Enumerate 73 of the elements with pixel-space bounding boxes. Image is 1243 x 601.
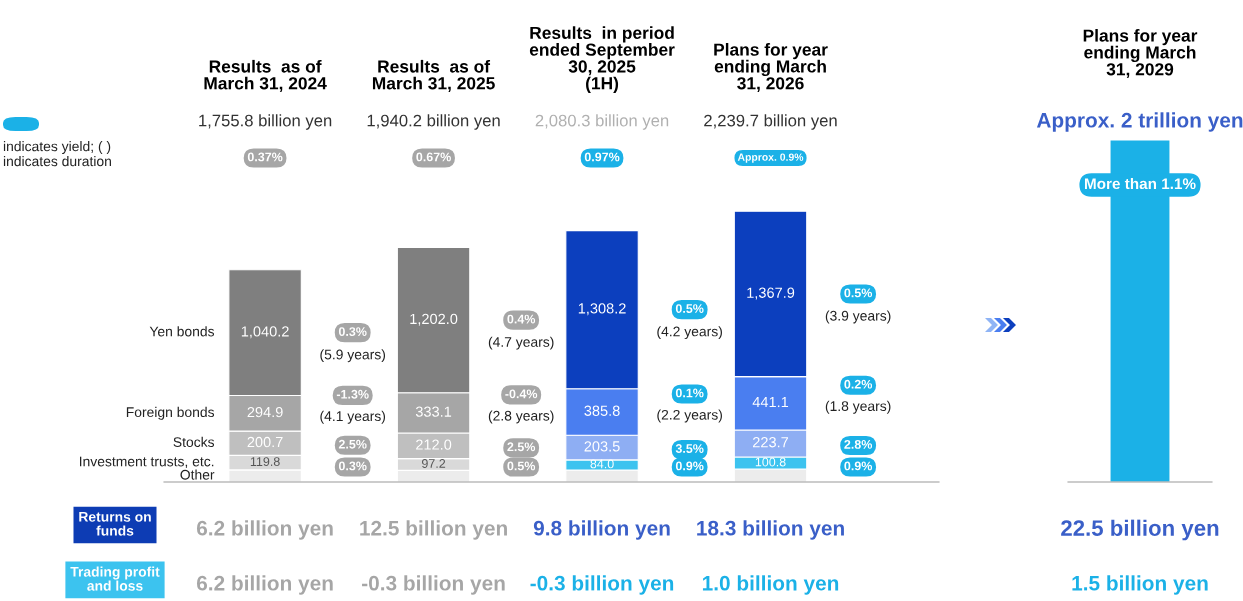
annotation: 2.5%	[507, 442, 536, 452]
annotation: 2.5%	[338, 439, 367, 449]
text: 6.2 billion yen	[196, 520, 333, 540]
annotation: 3.5%	[675, 444, 704, 453]
text: Returns on funds	[79, 512, 151, 536]
data-label: 97.2	[421, 459, 446, 468]
data-label: 203.5	[584, 441, 620, 452]
text: 1,755.8 billion yen	[199, 114, 332, 130]
series-label: Stocks	[173, 436, 215, 448]
text: indicates yield; ( ) indicates duration	[3, 141, 111, 167]
data-label: 441.1	[752, 397, 789, 408]
annotation: 0.3%	[338, 327, 367, 337]
annotation: -0.4%	[505, 389, 538, 399]
data-label: 294.9	[247, 406, 283, 418]
series-label: Investment trusts, etc.	[79, 456, 214, 469]
series-label: Yen bonds	[149, 326, 215, 337]
x-tick-label: Plans for year ending March 31, 2026	[714, 43, 828, 92]
annotation: 0.9%	[675, 461, 704, 471]
text: 0.37%	[247, 152, 283, 162]
text: 0.67%	[416, 152, 451, 162]
data-label: 223.7	[753, 437, 789, 448]
text: 1,940.2 billion yen	[367, 114, 500, 130]
text: 1.5 billion yen	[1072, 575, 1208, 595]
annotation: (1.8 years)	[825, 400, 891, 414]
text: 1.0 billion yen	[702, 575, 839, 595]
text: Approx. 0.9%	[737, 153, 804, 163]
annotation: 0.5%	[844, 288, 873, 298]
data-label: 100.8	[755, 457, 786, 467]
annotation: 0.4%	[507, 314, 536, 324]
annotation: 0.5%	[675, 304, 704, 313]
text: 22.5 billion yen	[1061, 519, 1219, 541]
annotation: 0.3%	[338, 461, 367, 471]
text: Trading profit and loss	[70, 566, 160, 591]
annotation: 0.2%	[844, 379, 873, 389]
data-label: 1,202.0	[410, 313, 458, 326]
data-label: 1,367.9	[747, 287, 795, 300]
annotation: (4.2 years)	[657, 326, 722, 340]
text: 2,080.3 billion yen	[535, 114, 669, 130]
series-label: Foreign bonds	[126, 406, 215, 420]
annotation: (3.9 years)	[825, 310, 891, 324]
annotation: 0.1%	[675, 388, 704, 398]
annotation: 0.5%	[507, 461, 536, 471]
annotation: 2.8%	[844, 439, 873, 449]
annotation: 0.9%	[844, 461, 873, 471]
text: 18.3 billion yen	[697, 520, 844, 540]
x-tick-label: Results as of March 31, 2024	[204, 59, 327, 92]
annotation: (4.7 years)	[488, 336, 554, 350]
text: 6.2 billion yen	[196, 575, 333, 595]
data-label: 200.7	[247, 436, 283, 448]
data-label: 385.8	[584, 405, 620, 416]
annotation: -1.3%	[336, 389, 369, 399]
data-label: 1,040.2	[241, 326, 289, 339]
x-tick-label: Results as of March 31, 2025	[372, 59, 495, 92]
text: -0.3 billion yen	[530, 575, 674, 595]
annotation: (2.8 years)	[488, 410, 554, 424]
x-tick-label: Plans for year ending March 31, 2029	[1083, 29, 1198, 78]
text: 9.8 billion yen	[533, 520, 670, 540]
data-label: 212.0	[416, 439, 452, 450]
text: Approx. 2 trillion yen	[1036, 112, 1243, 132]
data-label: 1,308.2	[578, 303, 626, 316]
annotation: (2.2 years)	[657, 409, 722, 423]
data-label: 333.1	[415, 406, 452, 417]
text: 2,239.7 billion yen	[704, 114, 837, 130]
annotation: More than 1.1%	[1084, 177, 1196, 190]
annotation: (5.9 years)	[320, 349, 386, 363]
text: 12.5 billion yen	[360, 520, 507, 540]
series-label: Other	[180, 469, 215, 480]
x-tick-label: Results in period ended September 30, 2025 (1H)	[529, 26, 675, 93]
annotation: (4.1 years)	[320, 410, 386, 424]
text: 0.97%	[584, 152, 620, 162]
data-label: 84.0	[590, 459, 614, 469]
text: -0.3 billion yen	[362, 575, 505, 595]
data-label: 119.8	[250, 457, 280, 467]
